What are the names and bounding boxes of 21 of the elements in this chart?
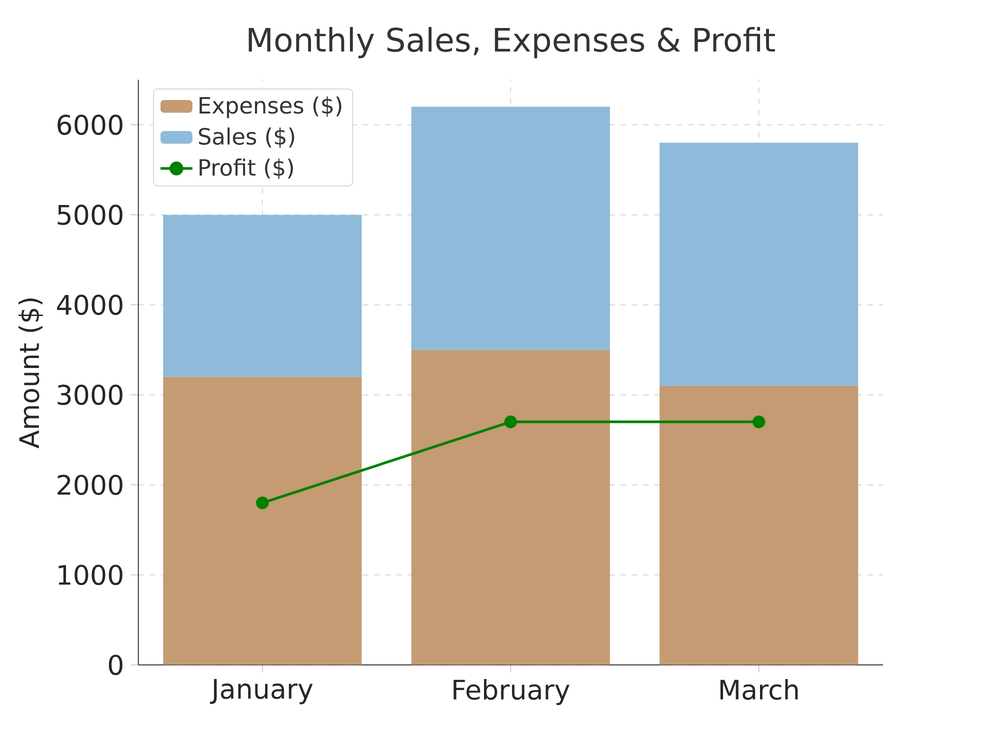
y-tick-label: 3000 (58, 384, 122, 406)
bar (411, 350, 610, 665)
y-axis-title: Amount ($) (18, 298, 43, 448)
x-tick-label: March (720, 678, 798, 700)
chart-title: Monthly Sales, Expenses & Profit (248, 26, 775, 58)
bar (163, 214, 362, 377)
y-tick-label: 4000 (57, 294, 122, 316)
y-tick-label: 5000 (58, 204, 122, 225)
bar (660, 386, 858, 665)
y-tick-label: 6000 (58, 114, 122, 135)
legend-label: Sales ($) (198, 127, 294, 148)
x-tick-label: February (454, 678, 570, 706)
y-tick-label: 1000 (58, 564, 122, 586)
legend-label: Expenses ($) (200, 96, 342, 118)
y-tick-label: 0 (108, 654, 122, 676)
bar (411, 106, 610, 350)
legend-label: Profit ($) (200, 158, 293, 179)
y-tick-label: 2000 (58, 474, 122, 496)
bar (163, 376, 362, 665)
x-tick-label: January (210, 678, 313, 704)
bar (660, 142, 858, 386)
